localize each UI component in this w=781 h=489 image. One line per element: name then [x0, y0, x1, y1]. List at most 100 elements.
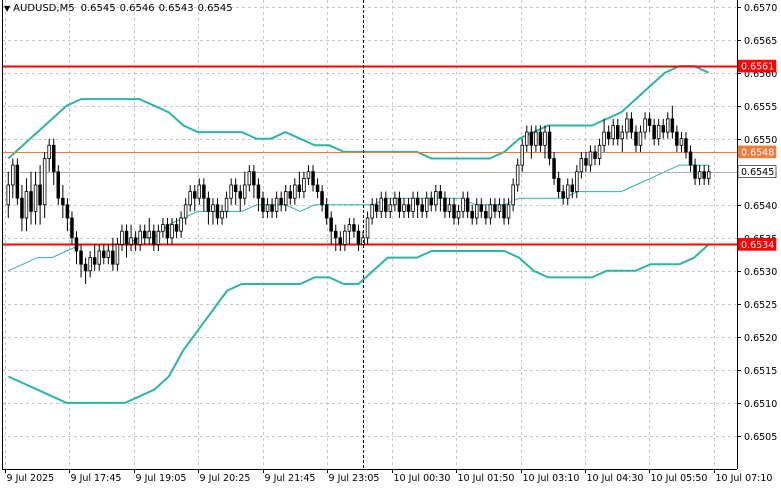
candle-body [393, 197, 397, 206]
price-tag [737, 238, 777, 251]
candle-body [256, 184, 261, 199]
candle-body [643, 118, 647, 133]
candle-body [666, 118, 670, 133]
x-tick-label: 9 Jul 17:45 [71, 473, 122, 484]
candle-body [552, 158, 556, 179]
candle-body [224, 197, 229, 212]
candle-body [270, 204, 274, 212]
y-tick-label: 0.6510 [744, 399, 777, 410]
candle-body [247, 171, 252, 186]
candle-body [388, 204, 393, 212]
candle-body [634, 131, 638, 146]
candle-body [638, 131, 643, 146]
candle-body [74, 237, 79, 252]
y-tick-label: 0.6520 [744, 333, 777, 344]
candle-body [456, 210, 461, 219]
candle-body [229, 184, 233, 199]
candle-body [265, 204, 270, 212]
price-tag-label: 0.6561 [741, 62, 774, 73]
candle-body [161, 224, 165, 232]
candle-body [561, 191, 565, 199]
candle-body [684, 138, 688, 153]
candle-body [402, 204, 406, 212]
candle-body [106, 250, 111, 258]
candle-body [452, 204, 456, 219]
x-tick-label: 9 Jul 2025 [7, 473, 55, 484]
bollinger-upper [7, 65, 710, 160]
candle-body [52, 144, 56, 173]
close-value: 0.6545 [197, 3, 233, 14]
candle-body [115, 243, 120, 265]
candle-body [515, 164, 520, 186]
candle-body [702, 171, 706, 179]
x-tick-label: 9 Jul 20:25 [200, 473, 251, 484]
candle-body [88, 257, 92, 272]
candle-body [493, 204, 497, 212]
x-tick-label: 10 Jul 07:10 [716, 473, 773, 484]
candle-body [202, 184, 206, 199]
candle-body [152, 230, 156, 245]
time-axis[interactable]: 9 Jul 2025 9 Jul 17:45 9 Jul 19:05 9 Jul 20… [5, 469, 773, 484]
menu-triangle-icon[interactable]: ▼ [4, 4, 11, 13]
candle-body [465, 197, 470, 212]
candle-body [215, 204, 220, 219]
open-value: 0.6545 [80, 3, 116, 14]
candle-body [142, 230, 147, 239]
y-tick-label: 0.6560 [744, 69, 777, 80]
candle-body [293, 184, 297, 199]
candle-body [497, 204, 502, 212]
candle-body [352, 224, 356, 232]
candle-body [138, 230, 142, 245]
candle-body [238, 191, 242, 199]
candle-body [529, 131, 534, 146]
x-tick-label: 9 Jul 21:45 [265, 473, 316, 484]
candle-body [111, 250, 115, 265]
candle-body [61, 197, 65, 206]
candle-body [6, 184, 11, 206]
candle-body [233, 184, 238, 192]
price-tag [737, 165, 777, 178]
candle-body [20, 197, 24, 219]
price-tag-label: 0.6545 [741, 167, 774, 178]
candle-body [133, 237, 138, 245]
candle-body [502, 204, 506, 219]
y-tick-label: 0.6565 [744, 36, 777, 47]
y-tick-label: 0.6555 [744, 102, 777, 113]
candle-body [543, 131, 547, 146]
chart-grid [2, 0, 737, 469]
candle-body [629, 118, 634, 133]
candle-body [65, 204, 70, 219]
x-tick-label: 10 Jul 05:50 [651, 473, 708, 484]
price-tags: 0.6561 0.6548 0.6545 0.6534 [737, 59, 777, 251]
candle-body [120, 230, 124, 245]
candle-body [602, 131, 606, 146]
candle-body [406, 204, 411, 212]
y-tick-label: 0.6515 [744, 366, 777, 377]
candle-body [283, 191, 288, 206]
candle-body [329, 217, 333, 232]
candle-body [597, 144, 602, 159]
candle-body [192, 191, 197, 199]
candle-body [279, 197, 283, 206]
x-tick-label: 10 Jul 03:10 [523, 473, 580, 484]
candle-body [447, 204, 452, 212]
candle-body [370, 204, 374, 219]
candle-body [179, 217, 183, 232]
candle-body [124, 230, 129, 245]
price-tag [737, 145, 777, 159]
y-tick-label: 0.6570 [744, 3, 777, 14]
candle-body [611, 125, 615, 140]
horizontal-levels[interactable] [2, 65, 737, 246]
candle-body [33, 184, 38, 212]
x-tick-label: 10 Jul 01:50 [458, 473, 515, 484]
candle-body [97, 250, 102, 265]
candle-body [588, 151, 593, 166]
candle-body [383, 197, 388, 212]
candle-body [661, 125, 666, 133]
candle-body [566, 184, 570, 199]
chart-frame [2, 0, 738, 470]
y-tick-label: 0.6505 [744, 432, 777, 443]
candle-body [365, 217, 370, 239]
candle-body [429, 197, 433, 206]
